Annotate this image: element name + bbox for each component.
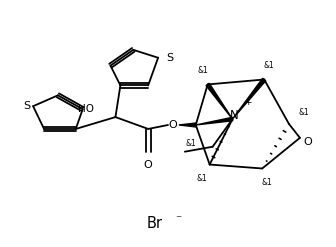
Text: ⁻: ⁻ <box>175 213 181 226</box>
Text: &1: &1 <box>197 65 208 75</box>
Text: +: + <box>244 98 252 107</box>
Text: HO: HO <box>78 104 94 114</box>
Text: S: S <box>23 101 30 111</box>
Polygon shape <box>179 123 196 127</box>
Text: &1: &1 <box>264 61 275 70</box>
Text: O: O <box>169 120 177 130</box>
Text: &1: &1 <box>185 139 196 148</box>
Text: O: O <box>304 137 312 147</box>
Text: &1: &1 <box>299 108 310 117</box>
Polygon shape <box>233 78 266 119</box>
Polygon shape <box>196 117 233 125</box>
Text: Br: Br <box>147 216 163 231</box>
Text: S: S <box>166 53 173 63</box>
Polygon shape <box>206 83 233 119</box>
Text: O: O <box>144 160 153 170</box>
Text: &1: &1 <box>196 174 207 184</box>
Text: N: N <box>230 109 239 122</box>
Text: &1: &1 <box>262 178 272 187</box>
